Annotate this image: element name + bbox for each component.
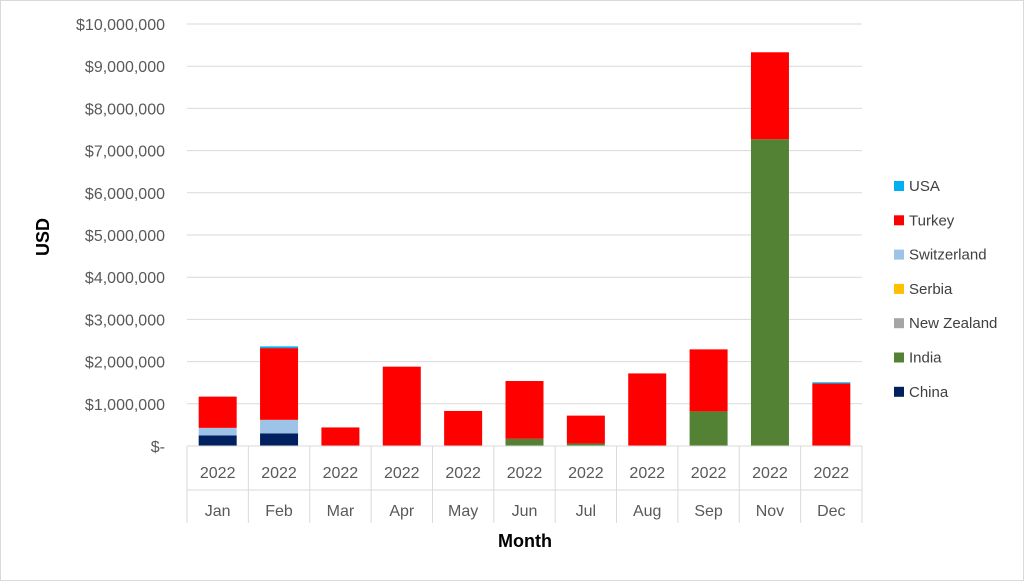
legend-label-turkey: Turkey [909,212,955,229]
legend-swatch-india [894,352,904,363]
bar-segment-china-jan [198,435,237,446]
x-tick-label-month: May [448,503,478,520]
y-tick-label: $2,000,000 [85,355,165,372]
bar-segment-turkey-may [444,410,483,446]
bar-segment-china-feb [260,433,299,446]
y-axis-tick-labels: $- $1,000,000 $2,000,000 $3,000,000 $4,000,0… [76,17,165,456]
y-tick-label: $- [151,439,165,456]
bar-segment-turkey-dec [812,383,851,446]
x-tick-label-month: Jan [205,503,231,520]
x-tick-label-year: 2022 [814,465,850,482]
bars [198,52,851,446]
bar-segment-india-sep [689,411,728,446]
bar-segment-india-jul [566,443,605,446]
x-tick-label-year: 2022 [691,465,727,482]
bar-segment-turkey-nov [750,52,789,140]
x-tick-label-year: 2022 [507,465,543,482]
bar-segment-switzerland-feb [260,419,299,434]
bar-segment-turkey-feb [260,348,299,420]
y-tick-label: $4,000,000 [85,270,165,287]
legend-label-switzerland: Switzerland [909,247,987,264]
y-tick-label: $7,000,000 [85,144,165,161]
x-tick-label-month: Aug [633,503,661,520]
x-tick-label-month: Nov [756,503,784,520]
x-tick-label-month: Jul [576,503,596,520]
gridlines [187,23,862,405]
x-tick-label-year: 2022 [323,465,359,482]
x-tick-label-year: 2022 [200,465,236,482]
legend-label-india: India [909,350,942,367]
x-tick-label-year: 2022 [568,465,604,482]
legend-label-china: China [909,384,949,401]
bar-segment-turkey-aug [628,373,667,446]
legend-label-usa: USA [909,178,940,195]
y-tick-label: $1,000,000 [85,397,165,414]
legend-label-new-zealand: New Zealand [909,315,997,332]
bar-segment-turkey-jun [505,381,544,439]
y-tick-label: $10,000,000 [76,17,165,34]
x-tick-label-month: Feb [265,503,293,520]
y-axis-title: USD [33,218,53,256]
bar-segment-turkey-sep [689,349,728,412]
bar-segment-switzerland-jan [198,427,237,436]
legend-swatch-china [894,386,904,397]
legend-swatch-new-zealand [894,318,904,329]
legend-label-serbia: Serbia [909,281,953,298]
legend-swatch-usa [894,181,904,191]
x-tick-label-year: 2022 [629,465,665,482]
x-tick-label-year: 2022 [445,465,481,482]
bar-segment-usa-dec [812,382,851,384]
x-axis: 2022 Jan 2022 Feb 2022 Mar 2022 Apr 2022 May 2022 J… [186,445,863,523]
bar-segment-turkey-apr [382,366,421,446]
y-tick-label: $8,000,000 [85,101,165,118]
bar-segment-india-jun [505,438,544,446]
x-tick-label-year: 2022 [752,465,788,482]
legend: USA Turkey Switzerland Serbia New Zealand Ind… [894,178,997,401]
bar-segment-turkey-jan [198,396,237,428]
x-tick-label-month: Jun [512,503,538,520]
y-tick-label: $6,000,000 [85,186,165,203]
legend-swatch-serbia [894,283,904,294]
y-tick-label: $5,000,000 [85,228,165,245]
bar-segment-usa-feb [260,346,299,349]
x-tick-label-year: 2022 [261,465,297,482]
legend-swatch-turkey [894,215,904,226]
y-tick-label: $3,000,000 [85,312,165,329]
bar-segment-turkey-mar [321,427,360,446]
x-axis-title: Month [498,531,552,551]
legend-swatch-switzerland [894,249,904,260]
x-tick-label-year: 2022 [384,465,420,482]
x-tick-label-month: Sep [694,503,723,520]
x-tick-label-month: Mar [327,503,355,520]
x-tick-label-month: Dec [817,503,845,520]
bar-segment-turkey-jul [566,415,605,444]
x-tick-label-month: Apr [389,503,415,520]
bar-segment-india-nov [750,139,789,446]
y-tick-label: $9,000,000 [85,59,165,76]
